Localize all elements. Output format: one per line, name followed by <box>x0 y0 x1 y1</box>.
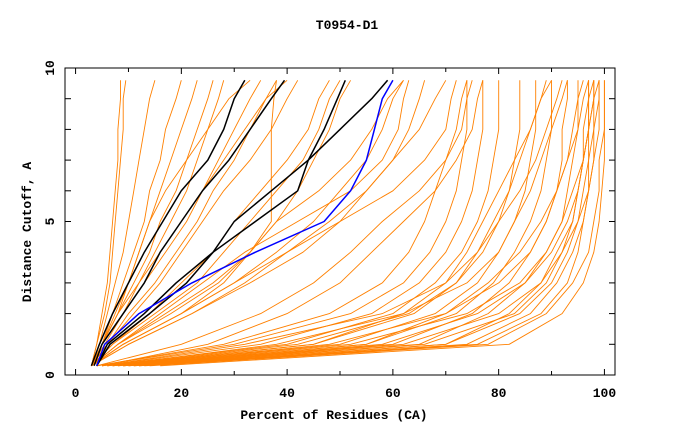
orange-model-line <box>112 80 537 367</box>
orange-model-line <box>144 80 595 367</box>
orange-model-line <box>101 80 484 367</box>
orange-model-line <box>138 80 600 367</box>
orange-model-line <box>112 80 584 367</box>
orange-model-line <box>90 80 156 366</box>
orange-model-line <box>117 80 552 367</box>
orange-model-line <box>101 80 563 367</box>
chart-title: T0954-D1 <box>316 18 379 33</box>
orange-model-line <box>91 80 277 367</box>
orange-model-line <box>90 80 127 366</box>
orange-model-line <box>96 80 468 367</box>
ticks-group: 0 20 40 60 80 100 0 5 10 <box>43 60 616 401</box>
x-tick-label: 100 <box>593 386 617 401</box>
orange-model-line <box>160 80 605 367</box>
orange-model-line <box>133 80 590 367</box>
orange-model-line <box>117 80 595 367</box>
x-axis-label: Percent of Residues (CA) <box>240 408 427 423</box>
series-group <box>90 79 605 367</box>
orange-model-line <box>90 80 182 366</box>
orange-model-line <box>101 80 500 367</box>
orange-model-line <box>123 80 568 367</box>
black-model-line <box>96 79 389 367</box>
blue-model-line <box>95 79 394 367</box>
orange-model-line <box>91 80 410 367</box>
orange-model-line <box>91 80 341 367</box>
orange-model-line <box>91 80 277 367</box>
orange-model-line <box>101 80 484 367</box>
orange-model-line <box>123 80 590 367</box>
y-tick-label: 5 <box>43 217 58 225</box>
y-tick-label: 0 <box>43 371 58 379</box>
x-tick-label: 40 <box>279 386 295 401</box>
x-tick-label: 80 <box>491 386 507 401</box>
orange-model-line <box>90 79 288 366</box>
orange-model-line <box>91 80 457 367</box>
x-tick-label: 20 <box>174 386 190 401</box>
black-model-line <box>90 79 246 367</box>
black-model-line <box>96 80 346 367</box>
y-tick-label: 10 <box>43 60 58 76</box>
orange-model-line <box>96 80 468 367</box>
orange-model-line <box>90 80 121 366</box>
orange-model-line <box>90 80 198 366</box>
x-tick-label: 60 <box>385 386 401 401</box>
black-model-line <box>93 79 286 367</box>
orange-model-line <box>96 80 473 367</box>
orange-model-line <box>107 80 568 367</box>
orange-model-line <box>91 80 447 367</box>
orange-model-line <box>90 79 251 366</box>
y-axis-label: Distance Cutoff, A <box>20 162 35 303</box>
orange-model-line <box>123 80 595 367</box>
orange-model-line <box>91 80 299 367</box>
x-tick-label: 0 <box>72 386 80 401</box>
orange-model-line <box>112 80 552 367</box>
